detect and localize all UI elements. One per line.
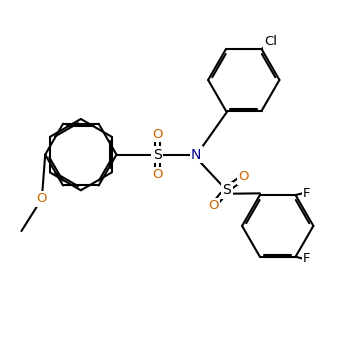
Text: O: O [152,128,162,141]
Text: O: O [152,168,162,182]
Text: S: S [153,148,161,162]
Text: F: F [303,252,311,265]
Text: F: F [303,187,311,200]
Text: O: O [37,192,47,205]
Text: S: S [223,183,231,197]
Text: N: N [191,148,201,162]
Text: O: O [238,170,249,183]
Text: O: O [208,199,218,212]
Text: Cl: Cl [265,35,278,48]
